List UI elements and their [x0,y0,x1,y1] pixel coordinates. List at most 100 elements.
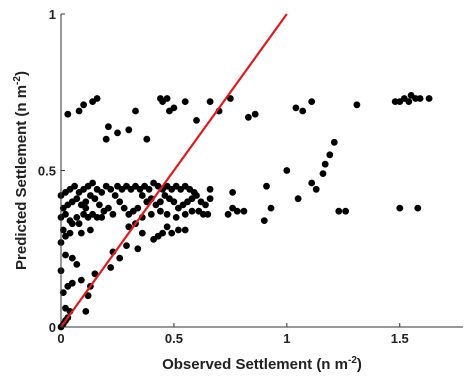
x-tick-label: 0.5 [165,331,183,346]
data-point [68,279,76,287]
x-tick-label: 0 [57,331,64,346]
data-point [98,189,106,196]
y-axis-title-tail: ) [13,71,30,76]
data-point [91,195,99,203]
data-point [87,226,94,234]
y-tick-label: 0 [49,320,56,335]
data-point [181,98,189,105]
data-point [168,229,176,237]
data-point [143,135,151,143]
data-point [175,226,182,234]
data-point [251,110,259,118]
data-point [107,185,115,193]
data-point [134,204,142,212]
data-point [163,95,171,102]
data-point [342,207,349,215]
data-point [206,98,214,105]
data-point [414,204,422,212]
data-point [326,151,334,159]
data-point [308,179,316,187]
data-point [82,198,90,206]
data-point [206,185,214,193]
data-point [312,185,320,193]
ticks: 0 0.5 1 1.5 0 0.5 1 [38,7,409,346]
data-point [96,201,103,209]
data-point [147,210,155,218]
data-point [172,214,180,221]
data-point [73,214,81,221]
data-point [75,220,83,228]
y-axis-title-superscript: -2 [12,76,23,85]
reference-line [60,13,288,328]
data-point [134,245,142,253]
data-point [181,226,189,234]
data-point [73,195,81,203]
data-point [145,185,153,193]
data-point [193,192,200,199]
data-point [116,254,124,262]
x-axis-title-tail: ) [357,356,362,373]
data-point [80,101,87,109]
data-point [353,101,361,109]
data-point [105,204,112,212]
x-axis-title-superscript: -2 [348,355,357,366]
data-point [330,138,338,146]
data-point [68,254,76,262]
data-point [260,217,268,225]
y-tick-label: 0.5 [38,164,56,179]
data-point [59,226,67,234]
data-point [240,207,248,215]
data-point [292,104,300,112]
x-axis-title: Observed Settlement (n m-2) [162,355,362,373]
y-axis-title-main: Predicted Settlement (n m [13,85,30,270]
data-point [59,289,67,296]
y-axis-title: Predicted Settlement (n m-2) [12,71,30,270]
data-point [138,229,146,237]
data-point [125,223,133,231]
data-point [405,98,413,105]
data-point [64,110,72,118]
data-point [335,207,343,215]
data-point [114,129,121,137]
data-point [299,107,307,115]
data-point [321,160,329,168]
data-point [229,189,237,196]
data-point [157,198,164,206]
data-point [267,204,275,212]
data-point [71,182,78,190]
data-point [263,182,270,190]
data-point [125,126,133,134]
data-point [102,135,110,143]
data-point [116,198,124,206]
data-point [73,261,81,268]
data-point [84,292,92,300]
data-point [77,229,85,237]
data-point [233,207,241,215]
data-point [170,198,178,206]
data-point [193,117,200,124]
data-point [163,223,171,231]
data-point [105,123,112,131]
x-axis-title-main: Observed Settlement (n m [162,356,348,373]
data-point [62,251,69,259]
data-point [157,207,164,215]
data-point [308,98,316,105]
data-point [120,204,128,212]
data-point [66,217,74,225]
data-point [62,304,69,312]
data-point [159,229,167,237]
data-point [66,229,74,237]
x-tick-label: 1 [283,331,290,346]
data-point [204,210,212,218]
axes [60,14,463,328]
data-point [111,192,119,199]
data-point [396,204,404,212]
data-point [202,201,209,209]
data-point [245,113,252,121]
data-point [416,95,424,102]
data-point [294,195,302,203]
data-point [75,107,83,115]
data-point [170,104,178,112]
